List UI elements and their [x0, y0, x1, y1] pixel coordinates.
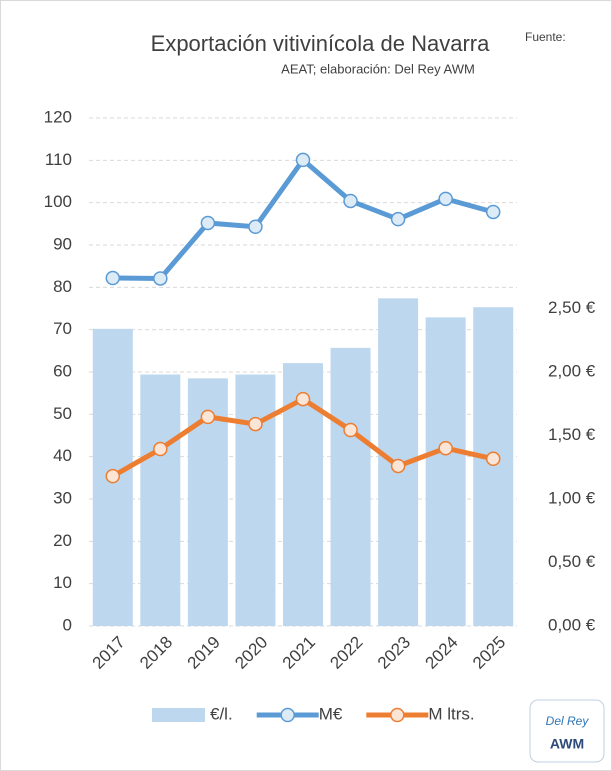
source-text: AEAT; elaboración: Del Rey AWM: [281, 61, 475, 76]
bar: [425, 317, 466, 626]
y-tick-label: 10: [53, 573, 72, 592]
legend-label: M€: [319, 704, 343, 723]
logo-text: Del Rey: [546, 714, 590, 728]
legend-swatch: [152, 708, 205, 722]
y2-tick-label: 1,00 €: [548, 488, 596, 507]
marker: [248, 219, 263, 235]
source-label: Fuente:: [525, 30, 566, 44]
marker: [200, 409, 216, 425]
marker: [390, 211, 406, 227]
y-tick-label: 90: [53, 234, 72, 253]
marker: [390, 458, 406, 474]
y2-tick-label: 2,00 €: [548, 361, 596, 380]
legend-swatch: [390, 707, 405, 723]
legend-swatch: [280, 707, 295, 723]
marker: [343, 422, 358, 438]
logo-box: [529, 699, 605, 763]
marker: [438, 440, 453, 456]
y2-tick-label: 0,50 €: [548, 552, 596, 571]
y2-tick-label: 1,50 €: [548, 425, 596, 444]
legend-label: M ltrs.: [428, 704, 474, 723]
marker: [438, 191, 453, 207]
bar: [473, 307, 514, 626]
marker: [295, 391, 311, 407]
y-tick-label: 120: [44, 107, 72, 126]
y-tick-label: 30: [53, 488, 72, 507]
marker: [105, 270, 121, 286]
y-tick-label: 60: [53, 361, 72, 380]
chart-title: Exportación vitivinícola de Navarra: [151, 31, 490, 56]
bar: [140, 374, 181, 626]
marker: [343, 193, 358, 209]
y-tick-label: 20: [53, 531, 72, 550]
bar: [235, 374, 276, 626]
y-tick-label: 50: [53, 404, 72, 423]
marker: [248, 416, 263, 432]
bar: [330, 347, 371, 626]
logo-text: AWM: [550, 736, 584, 752]
marker: [153, 441, 168, 457]
y-tick-label: 70: [53, 319, 72, 338]
y-tick-label: 100: [44, 192, 72, 211]
marker: [153, 271, 168, 286]
y-tick-label: 110: [45, 150, 72, 169]
marker: [105, 468, 121, 484]
marker: [485, 204, 501, 220]
legend-label: €/l.: [210, 704, 233, 723]
y-tick-label: 80: [53, 277, 72, 296]
y2-tick-label: 2,50 €: [548, 298, 596, 317]
y-tick-label: 0: [63, 615, 72, 634]
y-tick-label: 40: [53, 446, 72, 465]
y2-tick-label: 0,00 €: [548, 615, 596, 634]
marker: [295, 152, 311, 168]
marker: [485, 451, 501, 467]
marker: [200, 215, 216, 231]
